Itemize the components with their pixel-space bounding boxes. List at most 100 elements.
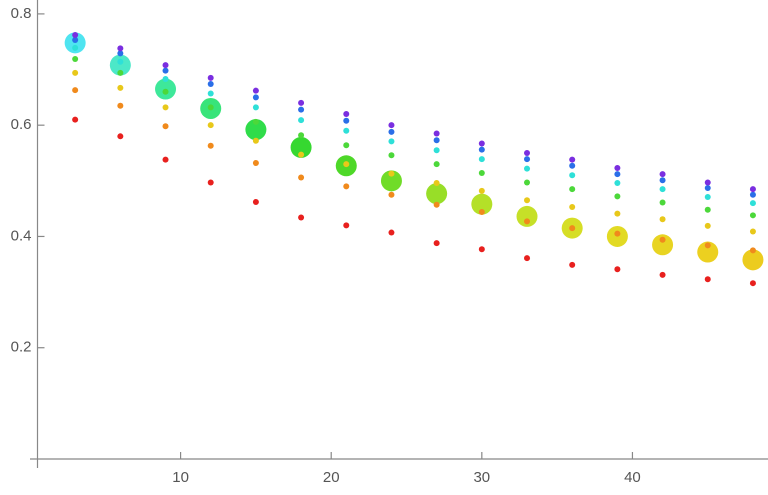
point — [704, 276, 711, 283]
point — [72, 55, 79, 62]
point — [749, 280, 756, 287]
point — [659, 171, 666, 178]
large-point — [742, 249, 764, 271]
point — [117, 84, 124, 91]
point — [117, 50, 124, 57]
point — [72, 32, 79, 39]
point — [524, 255, 531, 262]
large-point — [109, 54, 131, 76]
point — [388, 152, 395, 159]
point — [433, 161, 440, 168]
point — [749, 247, 756, 254]
point — [569, 162, 576, 169]
point — [117, 45, 124, 52]
large-point — [697, 241, 719, 263]
point — [524, 165, 531, 172]
y-tick-label: 0.4 — [11, 227, 32, 244]
point — [298, 117, 305, 124]
point — [569, 172, 576, 179]
point — [298, 132, 305, 139]
point — [252, 94, 259, 101]
point — [478, 187, 485, 194]
point — [388, 122, 395, 129]
point — [478, 208, 485, 215]
point — [298, 99, 305, 106]
y-tick-label: 0.2 — [11, 339, 32, 356]
point — [117, 102, 124, 109]
point — [704, 222, 711, 229]
large-point — [290, 136, 312, 158]
point — [433, 130, 440, 137]
point — [524, 150, 531, 156]
point — [433, 147, 440, 154]
x-tick-label: 40 — [624, 469, 641, 486]
point — [569, 186, 576, 193]
point — [162, 156, 169, 163]
point — [524, 218, 531, 225]
point — [162, 88, 169, 95]
point — [749, 228, 756, 235]
point — [433, 137, 440, 144]
point — [478, 246, 485, 253]
point — [343, 142, 350, 149]
point — [298, 151, 305, 158]
point — [659, 271, 666, 278]
point — [117, 133, 124, 140]
point — [252, 198, 259, 205]
point — [72, 87, 79, 94]
x-tick-label: 10 — [172, 469, 189, 486]
point — [252, 118, 259, 125]
point — [207, 74, 214, 81]
point — [252, 104, 259, 111]
point — [749, 200, 756, 207]
point — [569, 156, 576, 163]
point — [207, 104, 214, 111]
point — [524, 179, 531, 186]
point — [478, 170, 485, 177]
point — [343, 111, 350, 118]
x-tick-label: 30 — [473, 469, 490, 486]
point — [569, 203, 576, 210]
large-point — [471, 193, 493, 215]
point — [433, 201, 440, 208]
point — [659, 199, 666, 206]
point — [388, 229, 395, 236]
point — [343, 183, 350, 190]
point — [117, 69, 124, 76]
point — [569, 225, 576, 232]
point — [614, 230, 621, 237]
point — [343, 127, 350, 134]
large-point — [245, 119, 267, 141]
point — [388, 138, 395, 145]
point — [433, 240, 440, 247]
point — [614, 210, 621, 217]
point — [614, 266, 621, 273]
point — [343, 117, 350, 124]
point — [207, 90, 214, 97]
point — [162, 76, 169, 83]
point — [659, 236, 666, 243]
point — [162, 123, 169, 130]
point — [704, 242, 711, 249]
point — [298, 214, 305, 221]
y-tick-label: 0.8 — [11, 5, 32, 22]
point — [388, 191, 395, 198]
point — [659, 216, 666, 223]
point — [749, 212, 756, 219]
point — [72, 116, 79, 123]
point — [433, 180, 440, 187]
point — [343, 161, 350, 168]
point — [207, 122, 214, 129]
point — [162, 104, 169, 111]
point — [704, 193, 711, 200]
large-point — [380, 170, 402, 192]
point — [524, 197, 531, 204]
point — [117, 58, 124, 65]
point — [388, 128, 395, 135]
point — [659, 186, 666, 193]
point — [614, 171, 621, 178]
point — [704, 179, 711, 186]
point — [388, 170, 395, 177]
point — [659, 177, 666, 184]
